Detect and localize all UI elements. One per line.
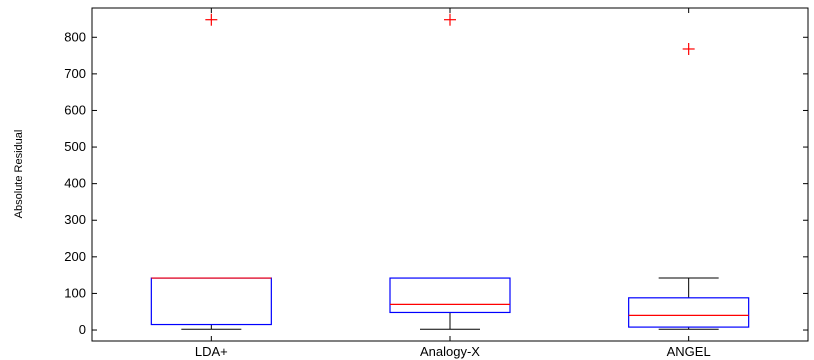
y-tick-label: 500 <box>64 139 86 154</box>
y-tick-label: 700 <box>64 66 86 81</box>
y-tick-label: 200 <box>64 249 86 264</box>
y-tick-label: 100 <box>64 285 86 300</box>
plot-area <box>92 8 808 341</box>
y-tick-label: 800 <box>64 29 86 44</box>
x-tick-label: LDA+ <box>195 344 228 359</box>
y-tick-label: 600 <box>64 102 86 117</box>
y-tick-label: 400 <box>64 176 86 191</box>
x-tick-label: ANGEL <box>667 344 711 359</box>
y-tick-label: 300 <box>64 212 86 227</box>
x-tick-label: Analogy-X <box>420 344 480 359</box>
y-tick-label: 0 <box>79 322 86 337</box>
y-axis-title: Absolute Residual <box>13 130 25 219</box>
